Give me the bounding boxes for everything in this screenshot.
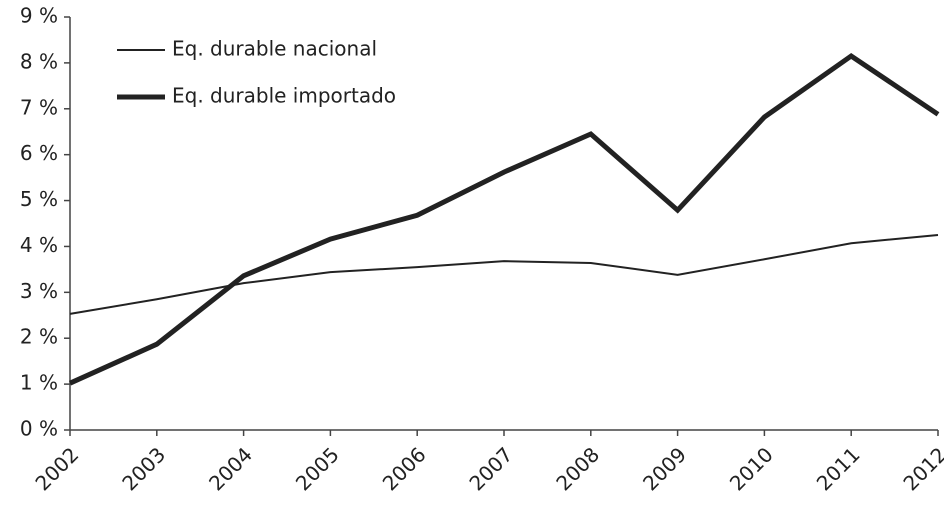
x-tick-label: 2008 <box>551 442 604 495</box>
x-tick-label: 2003 <box>117 442 170 495</box>
y-tick-label: 4 % <box>20 233 58 257</box>
y-tick-label: 3 % <box>20 279 58 303</box>
x-tick-label: 2005 <box>291 442 344 495</box>
y-tick-label: 5 % <box>20 187 58 211</box>
x-tick-label: 2009 <box>638 442 691 495</box>
x-tick-label: 2004 <box>204 442 257 495</box>
x-tick-label: 2002 <box>30 442 83 495</box>
y-tick-label: 0 % <box>20 417 58 441</box>
y-tick-label: 9 % <box>20 4 58 28</box>
x-tick-label: 2007 <box>464 442 517 495</box>
series-line <box>69 233 939 315</box>
x-tick-label: 2006 <box>378 442 431 495</box>
x-tick-label: 2012 <box>898 442 944 495</box>
y-tick-label: 7 % <box>20 95 58 119</box>
legend-label: Eq. durable nacional <box>172 37 377 61</box>
legend-label: Eq. durable importado <box>172 84 396 108</box>
y-tick-label: 2 % <box>20 325 58 349</box>
y-tick-label: 1 % <box>20 371 58 395</box>
y-tick-label: 8 % <box>20 49 58 73</box>
x-tick-label: 2010 <box>725 442 778 495</box>
y-tick-label: 6 % <box>20 141 58 165</box>
series-line <box>68 52 940 386</box>
x-tick-label: 2011 <box>812 442 865 495</box>
